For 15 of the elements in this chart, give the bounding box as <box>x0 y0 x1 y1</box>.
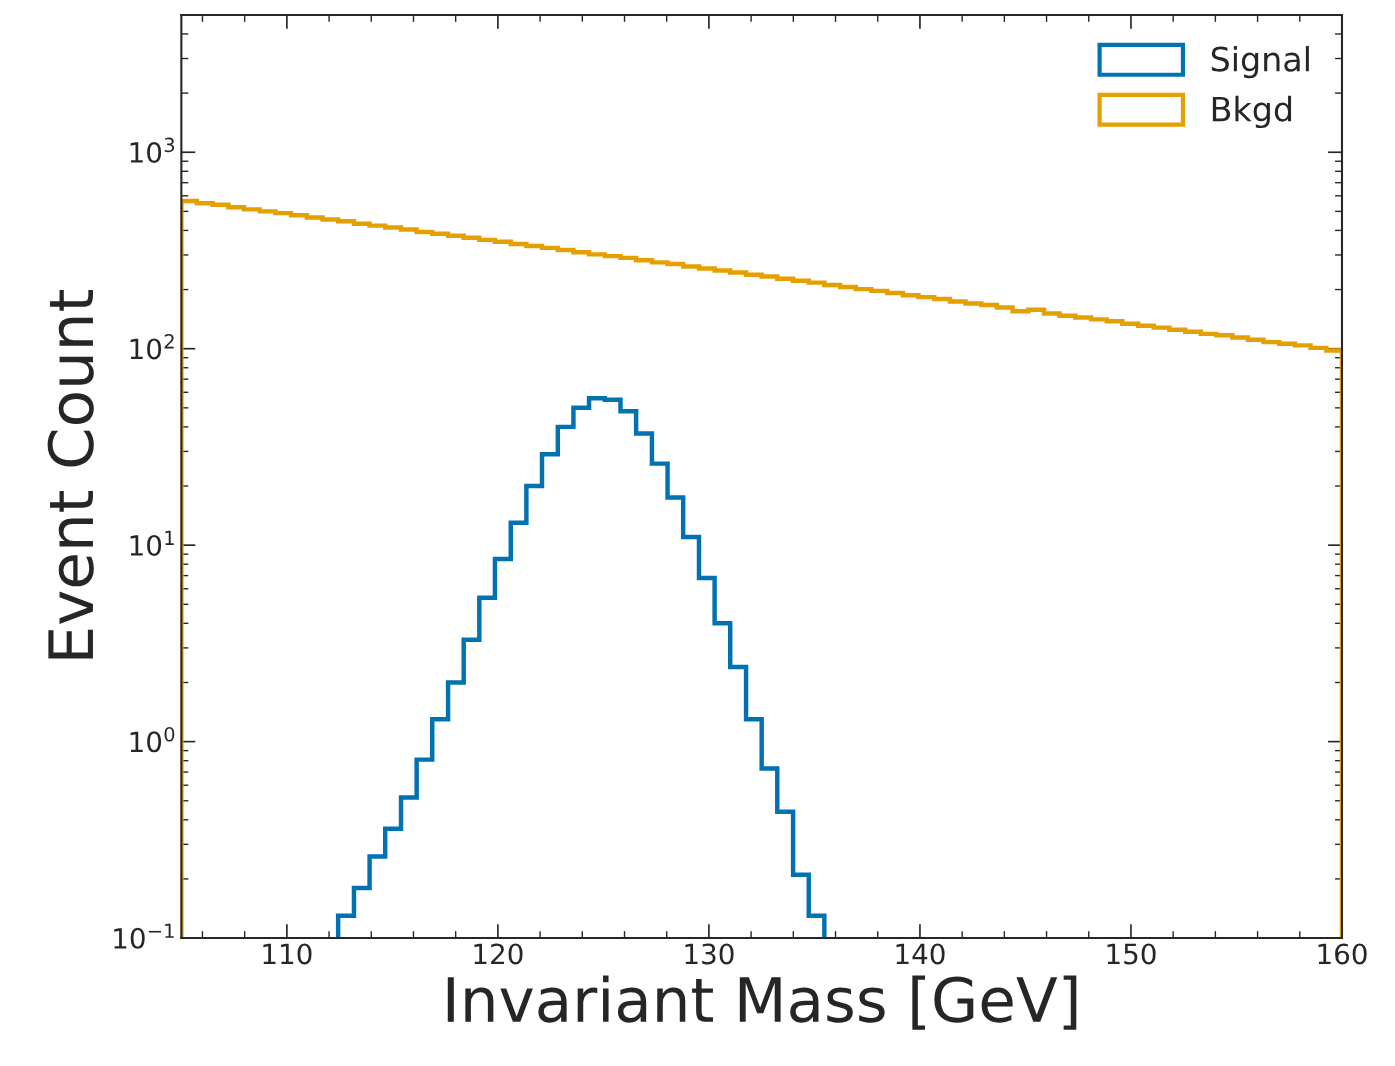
x-axis-title: Invariant Mass [GeV] <box>447 975 1077 1030</box>
y-tick-label: 10$^{2}$ <box>130 333 174 360</box>
x-tick-label: 140 <box>896 943 945 965</box>
x-tick-label: 160 <box>1318 943 1367 965</box>
x-tick-label: 120 <box>474 943 523 965</box>
y-axis-title: Event Count <box>47 289 94 659</box>
y-tick-label: 10$^{−1}$ <box>114 923 174 949</box>
x-tick-label: 150 <box>1107 943 1156 965</box>
x-tick-label: 130 <box>685 943 734 965</box>
legend-label: Bkgd <box>1212 95 1292 129</box>
y-tick-label: 10$^{0}$ <box>130 726 175 753</box>
x-tick-label: 110 <box>263 943 312 965</box>
y-tick-label: 10$^{1}$ <box>130 530 174 556</box>
legend-label: Signal <box>1211 45 1309 79</box>
y-tick-label: 10$^{3}$ <box>130 137 175 163</box>
